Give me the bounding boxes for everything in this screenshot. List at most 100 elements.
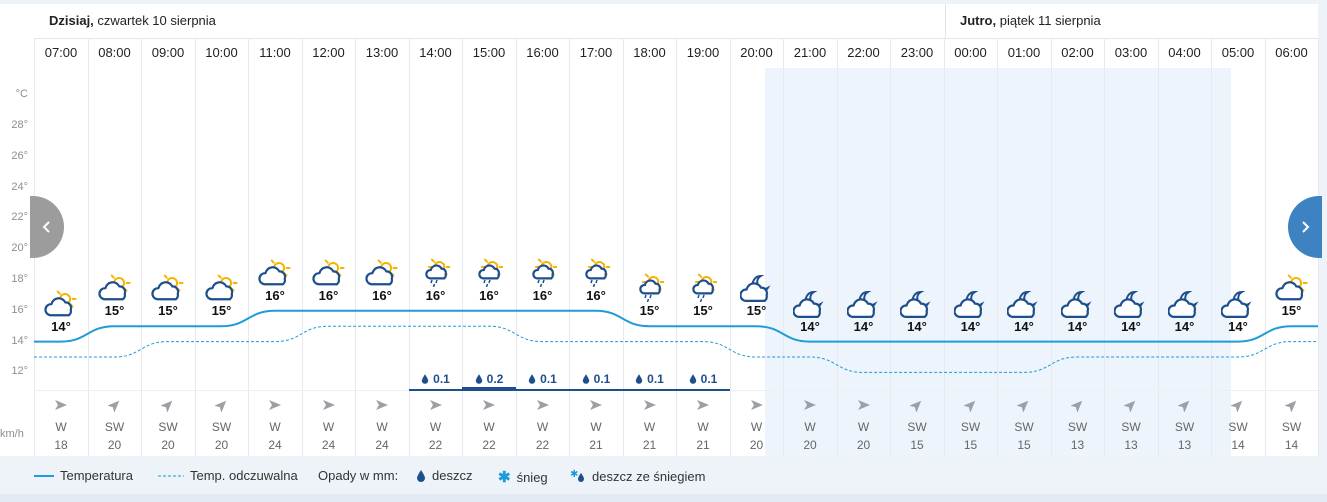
moon-behind-cloud-icon — [1060, 290, 1091, 318]
wind-speed: 21 — [589, 438, 603, 452]
wind-arrow — [1158, 398, 1212, 417]
precipitation-label: 0.1 — [623, 372, 677, 386]
grid-vline — [1050, 38, 1052, 456]
wind-speed: 22 — [535, 438, 550, 452]
wind-speed: 14 — [1231, 438, 1245, 452]
hour-label: 19:00 — [686, 45, 720, 60]
wind-speed: 15 — [963, 438, 978, 452]
grid-vline — [515, 38, 517, 456]
weather-icon-cell — [516, 257, 570, 287]
weather-icon-cell — [355, 257, 409, 287]
weather-icon-cell — [676, 272, 730, 303]
day-label-tomorrow: Jutro, piątek 11 sierpnia — [960, 13, 1101, 28]
sun-behind-cloud-icon — [365, 259, 398, 286]
temperature-label: 16° — [372, 287, 392, 303]
wind-speed: 21 — [642, 438, 657, 452]
precipitation-bar — [462, 387, 516, 391]
precipitation-bar — [676, 389, 730, 391]
wind-arrow — [890, 398, 944, 417]
sun-cloud-rain-icon — [478, 258, 503, 287]
solid-line-icon — [34, 474, 54, 477]
wind-speed: 24 — [375, 438, 389, 452]
wind-arrow-icon — [1123, 400, 1136, 413]
wind-arrow-icon — [213, 400, 226, 413]
grid-vline — [890, 38, 891, 456]
wind-arrow — [462, 398, 516, 417]
wind-arrow-icon — [857, 400, 870, 410]
raindrop-icon — [635, 374, 643, 384]
hour-label: 17:00 — [579, 45, 613, 60]
hour-label: 23:00 — [900, 45, 934, 60]
wind-arrow-icon — [1016, 400, 1029, 413]
raindrop-icon — [582, 374, 589, 384]
wind-direction: SW — [1067, 420, 1088, 434]
dashed-line-icon — [158, 475, 184, 476]
wind-unit-label: km/h — [0, 428, 24, 440]
moon-behind-cloud-icon — [1167, 290, 1198, 318]
wind-direction: SW — [1281, 420, 1302, 434]
grid-vline — [622, 38, 624, 456]
temperature-label: 14° — [960, 318, 981, 334]
precipitation-label: 0.1 — [516, 372, 570, 386]
temperature-label: 16° — [425, 287, 446, 303]
wind-speed: 24 — [321, 438, 336, 452]
weather-icon-cell — [890, 288, 944, 318]
grid-vline — [462, 38, 463, 456]
wind-speed: 14 — [1284, 438, 1299, 452]
wind-direction: W — [269, 420, 281, 434]
wind-speed: 20 — [856, 438, 871, 452]
sun-behind-cloud-icon — [311, 259, 345, 286]
temperature-label: 16° — [318, 287, 339, 303]
wind-arrow-icon — [804, 400, 816, 410]
wind-direction: W — [750, 420, 763, 434]
wind-arrow — [1051, 398, 1105, 417]
temperature-label: 15° — [746, 303, 767, 319]
temperature-label: 14° — [1121, 318, 1141, 334]
weather-icon-cell — [837, 288, 891, 318]
wind-arrow — [837, 398, 891, 417]
grid-vline — [301, 38, 303, 456]
wind-arrow-icon — [1069, 400, 1082, 413]
y-axis-tick: 20° — [11, 242, 28, 255]
chevron-right-icon — [1302, 221, 1310, 233]
wind-arrow-icon — [909, 400, 922, 413]
day-label-today: Dzisiaj, czwartek 10 sierpnia — [49, 13, 216, 28]
moon-behind-cloud-icon — [953, 290, 984, 318]
temperature-label: 14° — [1174, 318, 1195, 334]
precipitation-label: 0.1 — [409, 372, 463, 386]
weather-icon-cell — [783, 288, 837, 318]
weather-icon-cell — [34, 288, 88, 318]
wind-speed: 21 — [696, 438, 710, 452]
wind-arrow — [141, 398, 195, 417]
hour-label: 07:00 — [44, 45, 78, 60]
wind-direction: W — [697, 420, 709, 434]
wind-arrow — [302, 398, 356, 417]
wind-arrow-icon — [429, 400, 442, 410]
wind-arrow — [248, 398, 302, 417]
wind-arrow — [1104, 398, 1158, 417]
wind-arrow — [944, 398, 998, 417]
sun-behind-cloud-icon — [97, 274, 131, 301]
weather-icon-cell — [248, 257, 302, 287]
sleet-icon: ✱ — [570, 469, 584, 482]
wind-arrow-icon — [590, 400, 602, 410]
grid-vline — [248, 38, 249, 456]
temperature-label: 15° — [211, 303, 232, 319]
temperature-label: 15° — [104, 303, 125, 319]
temperature-line — [34, 309, 1318, 343]
legend-precip-title: Opady w mm: — [318, 468, 399, 483]
wind-direction: W — [857, 420, 870, 434]
wind-arrow-icon — [643, 400, 656, 410]
weather-icon-cell — [569, 257, 623, 287]
temperature-label: 15° — [639, 303, 660, 319]
moon-behind-cloud-icon — [1007, 290, 1038, 318]
wind-speed: 18 — [54, 438, 68, 452]
wind-direction: W — [376, 420, 388, 434]
wind-direction: SW — [1174, 420, 1195, 434]
temperature-label: 15° — [693, 303, 713, 319]
legend: Temperatura Temp. odczuwalna Opady w mm:… — [0, 458, 1327, 494]
precipitation-bar — [622, 389, 676, 391]
wind-arrow-icon — [1283, 400, 1296, 413]
hour-label: 03:00 — [1114, 45, 1148, 60]
